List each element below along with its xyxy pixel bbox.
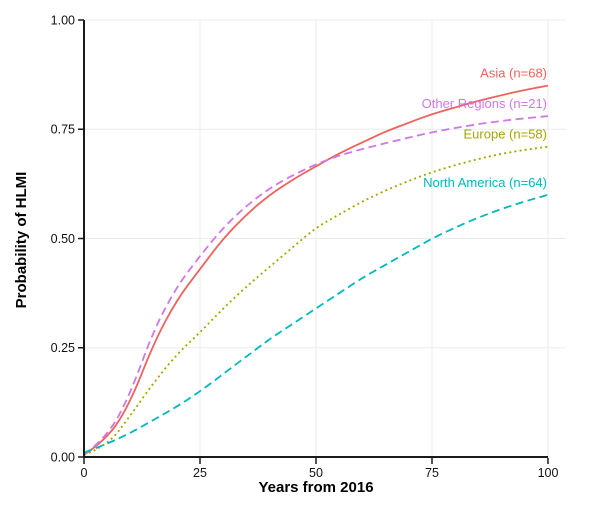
series-label-europe: Europe (n=58) [464,127,547,142]
series-label-other-regions: Other Regions (n=21) [422,96,547,111]
y-tick-label: 0.00 [51,450,75,464]
curve-europe [83,145,549,456]
curve-north-america [83,193,549,454]
axes [78,19,549,464]
x-tick-label: 25 [193,466,207,480]
y-tick-label: 1.00 [51,13,75,27]
x-tick-label: 75 [425,466,439,480]
y-tick-label: 0.50 [51,232,75,246]
series-label-north-america: North America (n=64) [423,175,547,190]
series-labels: Asia (n=68) Other Regions (n=21) Europe (n… [422,66,547,190]
x-tick-label: 0 [81,466,88,480]
curves [83,84,549,456]
x-axis-title: Years from 2016 [258,479,373,496]
series-label-asia: Asia (n=68) [480,66,547,81]
curve-other-regions [83,115,549,456]
x-tick-label: 100 [538,466,559,480]
y-tick-label: 0.25 [51,341,75,355]
curve-asia [83,84,549,456]
y-tick-label: 0.75 [51,123,75,137]
y-axis-title: Probability of HLMI [13,172,30,309]
gridlines [84,19,566,457]
x-tick-label: 50 [309,466,323,480]
tick-labels: 0.00 0.25 0.50 0.75 1.00 0 25 50 75 100 [51,13,559,480]
